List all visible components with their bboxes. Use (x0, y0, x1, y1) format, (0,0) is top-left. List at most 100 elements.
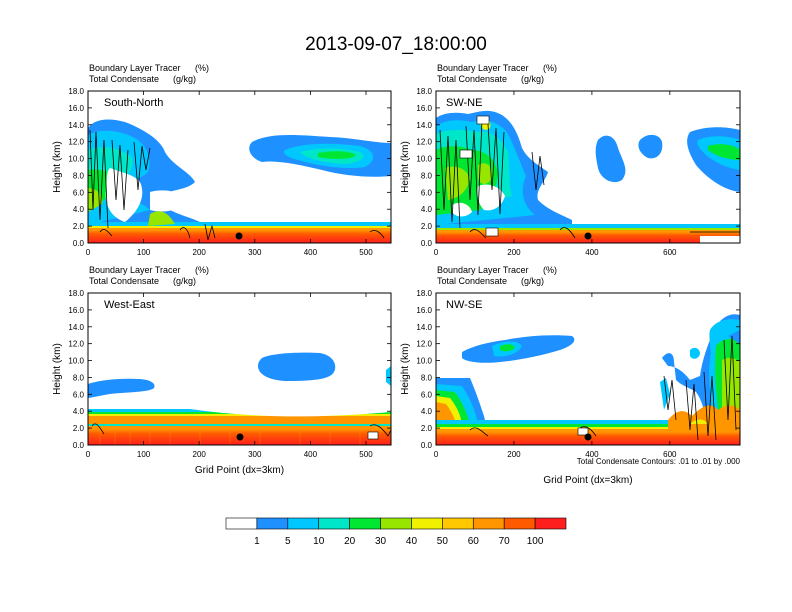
colorbar-swatch (534, 517, 567, 530)
page-title: 2013-09-07_18:00:00 (305, 34, 487, 55)
colorbar-label: 50 (437, 536, 449, 547)
subtitle-tracer: Boundary Layer Tracer (437, 63, 529, 73)
y-tick-label: 16.0 (416, 306, 432, 315)
panel-south-north: Boundary Layer Tracer (%) Total Condensa… (87, 63, 392, 244)
colorbar-swatch (225, 517, 258, 530)
subtitle-condensate-units: (g/kg) (173, 276, 196, 286)
colorbar-label: 70 (499, 536, 511, 547)
condensate-contours (91, 423, 391, 437)
condensate-contours (89, 129, 385, 241)
x-tick-label: 100 (137, 450, 151, 459)
y-axis-label: Height (km) (52, 343, 63, 395)
colorbar-label: 40 (406, 536, 418, 547)
y-tick-label: 12.0 (416, 138, 432, 147)
y-tick-label: 2.0 (421, 222, 433, 231)
colorbar-label: 60 (468, 536, 480, 547)
colorbar-swatch (380, 517, 412, 530)
x-axis-label: Grid Point (dx=3km) (195, 465, 284, 476)
subtitle-condensate: Total Condensate (89, 276, 159, 286)
y-tick-label: 14.0 (68, 121, 84, 130)
subtitle-tracer: Boundary Layer Tracer (437, 265, 529, 275)
y-tick-label: 8.0 (421, 171, 433, 180)
colorbar-swatch (287, 517, 320, 530)
panel-west-east: Boundary Layer Tracer (%) Total Condensa… (87, 265, 392, 446)
plot-frame (87, 90, 392, 244)
y-axis-label: Height (km) (52, 141, 63, 193)
x-tick-label: 400 (585, 248, 599, 257)
y-axis-label: Height (km) (400, 343, 411, 395)
y-tick-label: 10.0 (68, 357, 84, 366)
subtitle-tracer: Boundary Layer Tracer (89, 63, 181, 73)
condensate-contours (439, 119, 740, 239)
y-tick-label: 18.0 (68, 289, 84, 298)
panel-label: South-North (104, 97, 163, 109)
plot-area (88, 352, 391, 445)
x-tick-label: 500 (359, 248, 373, 257)
y-tick-label: 8.0 (73, 373, 85, 382)
colorbar-label: 100 (527, 536, 544, 547)
plot-frame (435, 292, 741, 446)
x-tick-label: 400 (304, 248, 318, 257)
colorbar-swatch (318, 517, 350, 530)
x-tick-label: 600 (663, 248, 677, 257)
axes-south-north: 0.0 2.0 4.0 6.0 8.0 10.0 12.0 14.0 16.0 18.0 0 100 2… (52, 87, 391, 257)
subtitle-tracer-units: (%) (543, 63, 557, 73)
x-tick-label: 0 (434, 248, 439, 257)
colorbar-label: 20 (344, 536, 356, 547)
colorbar-label: 1 (254, 536, 260, 547)
y-tick-label: 14.0 (416, 323, 432, 332)
axes: 0.0 2.0 4.0 6.0 8.0 10.0 12.0 14.0 16.0 18.0 0 100 2… (52, 87, 740, 486)
y-tick-label: 4.0 (421, 205, 433, 214)
y-tick-label: 14.0 (68, 323, 84, 332)
y-tick-label: 0.0 (421, 239, 433, 248)
axes-sw-ne: 0.0 2.0 4.0 6.0 8.0 10.0 12.0 14.0 16.0 18.0 0 200 4… (400, 87, 740, 257)
plot-area (88, 119, 391, 243)
x-tick-label: 0 (434, 450, 439, 459)
y-tick-label: 12.0 (416, 340, 432, 349)
x-tick-label: 200 (507, 450, 521, 459)
colorbar: 1 5 10 20 30 40 50 60 70 100 (225, 517, 567, 547)
y-tick-label: 16.0 (68, 104, 84, 113)
y-tick-label: 10.0 (416, 357, 432, 366)
colorbar-swatch (442, 517, 474, 530)
y-tick-label: 18.0 (416, 289, 432, 298)
y-tick-label: 18.0 (68, 87, 84, 96)
y-tick-label: 12.0 (68, 138, 84, 147)
x-tick-label: 300 (248, 450, 262, 459)
colorbar-label: 30 (375, 536, 387, 547)
panel-label: West-East (104, 299, 155, 311)
x-tick-label: 100 (137, 248, 151, 257)
x-tick-label: 0 (86, 450, 91, 459)
y-tick-label: 16.0 (68, 306, 84, 315)
subtitle-tracer-units: (%) (195, 265, 209, 275)
y-tick-label: 4.0 (421, 407, 433, 416)
panel-label: SW-NE (446, 97, 482, 109)
plot-area (436, 314, 740, 445)
colorbar-label: 10 (313, 536, 325, 547)
panel-label: NW-SE (446, 299, 482, 311)
location-marker (236, 433, 244, 441)
subtitle-condensate: Total Condensate (437, 74, 507, 84)
x-tick-label: 400 (304, 450, 318, 459)
y-tick-label: 4.0 (73, 205, 85, 214)
subtitle-tracer: Boundary Layer Tracer (89, 265, 181, 275)
subtitle-condensate: Total Condensate (437, 276, 507, 286)
plot-frame (87, 292, 392, 446)
colorbar-swatch (411, 517, 443, 530)
condensate-contours (469, 335, 737, 441)
y-tick-label: 6.0 (73, 390, 85, 399)
location-marker (584, 232, 592, 240)
y-tick-label: 0.0 (73, 239, 85, 248)
plot-frame (435, 90, 741, 244)
x-axis-label: Grid Point (dx=3km) (543, 475, 632, 486)
x-tick-label: 400 (585, 450, 599, 459)
y-tick-label: 0.0 (421, 441, 433, 450)
cloud-layer-low (88, 378, 155, 398)
y-tick-label: 14.0 (416, 121, 432, 130)
panel-nw-se: Boundary Layer Tracer (%) Total Condensa… (435, 265, 741, 466)
colorbar-swatch (256, 517, 289, 530)
y-tick-label: 2.0 (421, 424, 433, 433)
axes-nw-se: 0.0 2.0 4.0 6.0 8.0 10.0 12.0 14.0 16.0 18.0 0 200 4… (400, 289, 740, 486)
y-tick-label: 2.0 (73, 424, 85, 433)
